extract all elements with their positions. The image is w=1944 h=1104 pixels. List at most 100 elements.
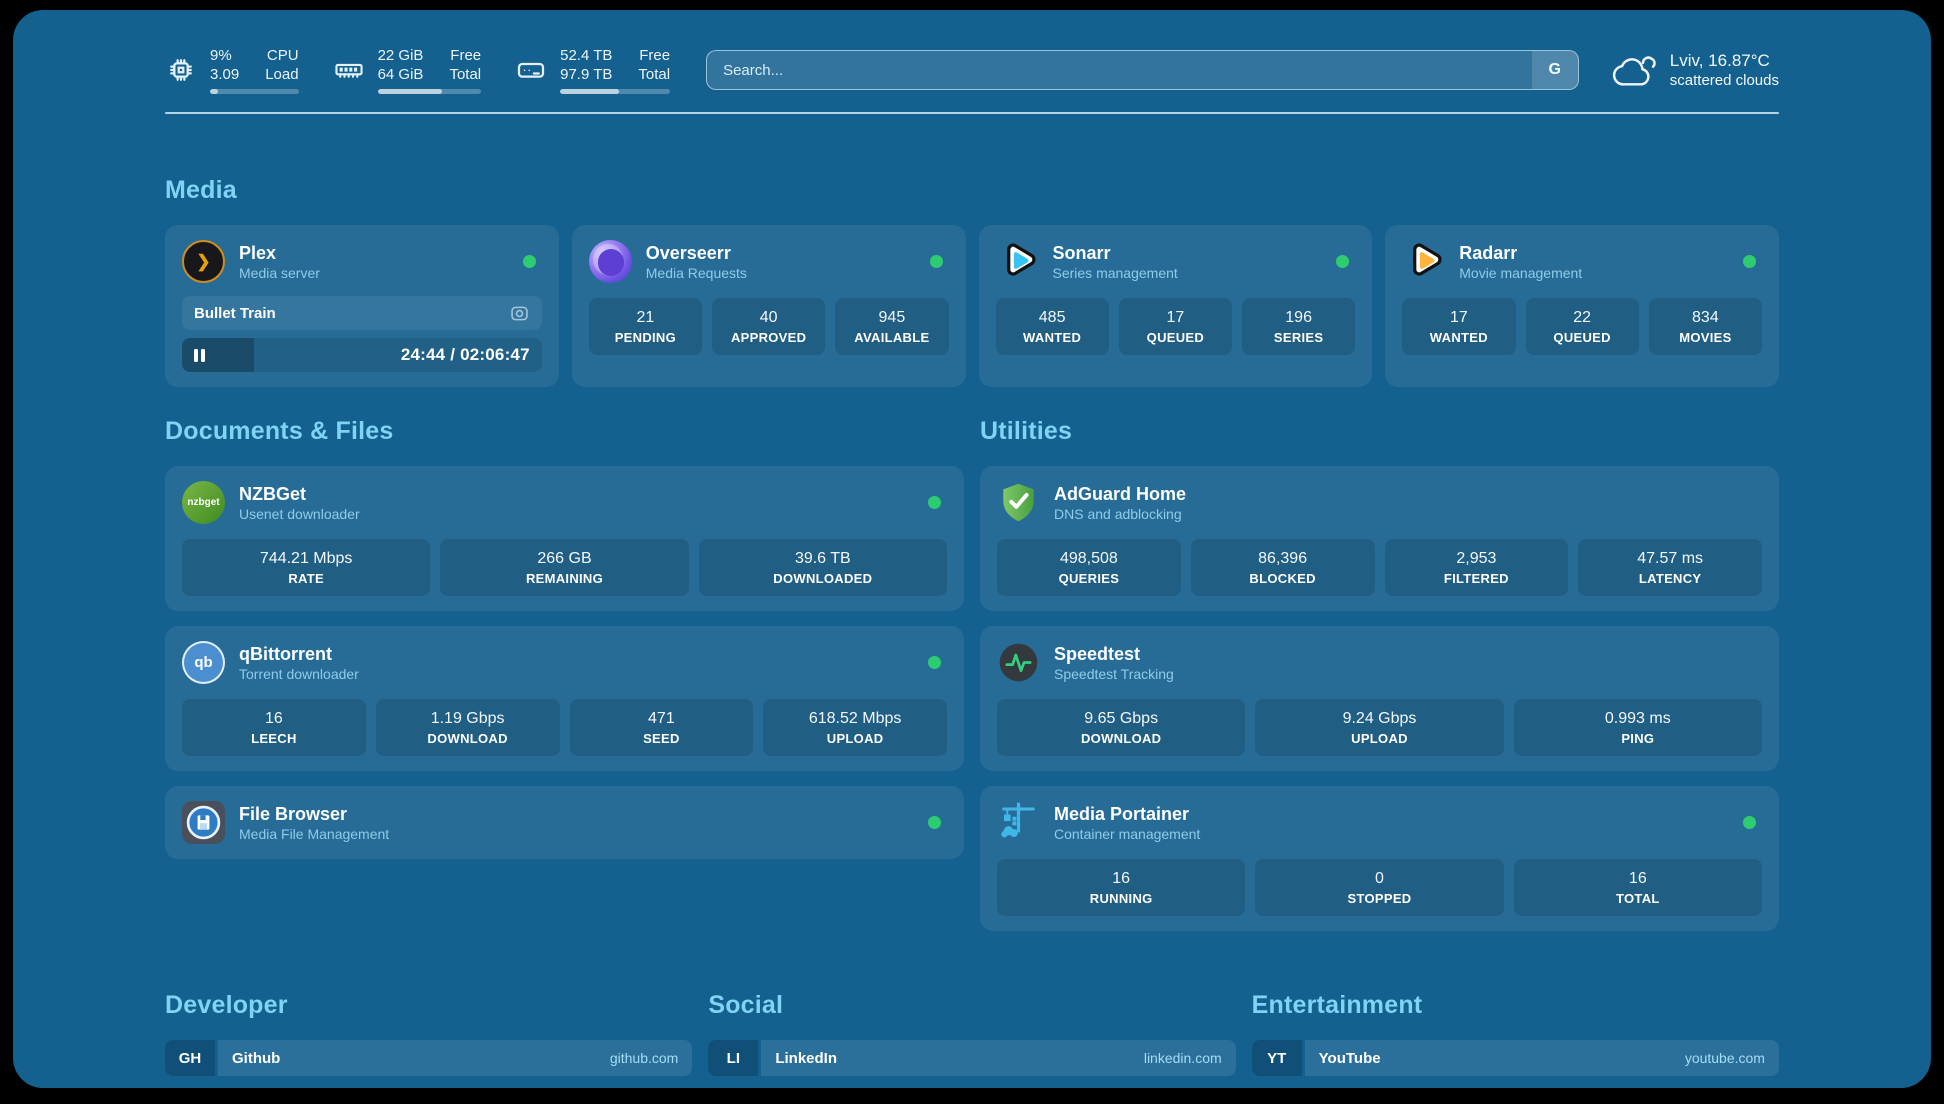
nzbget-header[interactable]: nzbget NZBGet Usenet downloader xyxy=(182,481,947,524)
stat-approved: 40 APPROVED xyxy=(712,298,826,355)
section-utilities: Utilities xyxy=(980,417,1779,931)
cpu-progress-fill xyxy=(210,89,218,94)
card-overseerr: Overseerr Media Requests 21 PENDING 40 A… xyxy=(571,225,966,387)
portainer-header[interactable]: Media Portainer Container management xyxy=(997,801,1762,844)
radarr-header[interactable]: Radarr Movie management xyxy=(1402,240,1762,283)
filebrowser-icon xyxy=(182,801,225,844)
stat-value: 17 xyxy=(1449,309,1468,326)
cpu-load-label: Load xyxy=(265,66,299,83)
sonarr-stats: 485 WANTED 17 QUEUED 196 SERIES xyxy=(995,298,1356,355)
stat-value: 498,508 xyxy=(1059,550,1118,567)
radarr-subtitle: Movie management xyxy=(1459,264,1583,281)
stat-label: WANTED xyxy=(1023,330,1082,345)
card-portainer: Media Portainer Container management 16 … xyxy=(980,786,1779,931)
card-filebrowser: File Browser Media File Management xyxy=(165,786,964,859)
plex-header[interactable]: ❯ Plex Media server xyxy=(182,240,542,283)
stat-value: 47.57 ms xyxy=(1637,550,1704,567)
search-bar: G xyxy=(706,50,1579,90)
section-documents-files: Documents & Files nzbget NZBGet Usenet d… xyxy=(165,417,964,931)
portainer-crane-icon xyxy=(997,801,1040,844)
overseerr-title: Overseerr xyxy=(645,242,731,263)
stat-label: QUEUED xyxy=(1146,330,1205,345)
stat-label: SEED xyxy=(643,731,680,746)
playback-progress-fill xyxy=(182,338,254,372)
documents-section-title: Documents & Files xyxy=(165,417,394,445)
overseerr-icon xyxy=(588,240,632,283)
nzbget-subtitle: Usenet downloader xyxy=(239,505,360,522)
memory-free-label: Free xyxy=(450,47,482,64)
stat-filtered: 2,953 FILTERED xyxy=(1384,539,1569,596)
radarr-title: Radarr xyxy=(1459,242,1518,263)
bookmark-name: YouTube xyxy=(1318,1049,1381,1067)
speedtest-title: Speedtest xyxy=(1054,643,1141,664)
section-media: Media ❯ Plex Media server xyxy=(165,176,1779,387)
pause-icon[interactable] xyxy=(194,348,205,362)
stat-queued: 17 QUEUED xyxy=(1118,298,1232,355)
card-radarr: Radarr Movie management 17 WANTED 22 QUE… xyxy=(1385,225,1779,387)
social-section-title: Social xyxy=(708,991,784,1019)
stat-series: 196 SERIES xyxy=(1242,298,1356,355)
portainer-title: Media Portainer xyxy=(1054,803,1190,824)
filebrowser-status-dot xyxy=(928,816,941,829)
disk-progress-bar xyxy=(560,89,671,94)
media-section-title: Media xyxy=(165,176,237,204)
bookmark-group-social: Social LI LinkedIn linkedin.com TW Twitt… xyxy=(708,991,1236,1088)
session-camera-icon[interactable] xyxy=(509,303,530,324)
bookmark-abbr: GH xyxy=(165,1040,215,1076)
speedtest-stats: 9.65 Gbps DOWNLOAD 9.24 Gbps UPLOAD 0.99… xyxy=(997,699,1762,756)
memory-progress-bar xyxy=(377,89,482,94)
plex-status-dot xyxy=(522,255,536,268)
adguard-shield-icon xyxy=(997,481,1040,524)
qbittorrent-header[interactable]: qb qBittorrent Torrent downloader xyxy=(182,641,947,684)
bookmark-linkedin[interactable]: LI LinkedIn linkedin.com xyxy=(708,1040,1236,1076)
speedtest-pulse-icon xyxy=(997,641,1040,684)
stat-value: 16 xyxy=(1628,870,1647,887)
stat-downloaded: 39.6 TB DOWNLOADED xyxy=(698,539,947,596)
filebrowser-header[interactable]: File Browser Media File Management xyxy=(182,801,947,844)
stat-label: DOWNLOADED xyxy=(773,571,873,586)
radarr-stats: 17 WANTED 22 QUEUED 834 MOVIES xyxy=(1402,298,1762,355)
stat-value: 86,396 xyxy=(1258,550,1308,567)
disk-stat: 52.4 TB 97.9 TB Free Total xyxy=(515,46,671,94)
stat-label: FILTERED xyxy=(1443,571,1509,586)
stat-blocked: 86,396 BLOCKED xyxy=(1190,539,1375,596)
qbittorrent-subtitle: Torrent downloader xyxy=(239,665,359,682)
stat-value: 0 xyxy=(1375,870,1384,887)
disk-total-label: Total xyxy=(638,66,671,83)
bookmark-abbr: LI xyxy=(708,1040,759,1076)
playback-time: 24:44 / 02:06:47 xyxy=(400,345,530,364)
overseerr-status-dot xyxy=(929,255,943,268)
stat-total: 16 TOTAL xyxy=(1513,859,1762,916)
stat-movies: 834 MOVIES xyxy=(1648,298,1762,355)
memory-total-label: Total xyxy=(449,66,482,83)
stat-label: QUERIES xyxy=(1058,571,1120,586)
bookmark-github[interactable]: GH Github github.com xyxy=(165,1040,693,1076)
overseerr-header[interactable]: Overseerr Media Requests xyxy=(588,240,949,283)
stat-value: 485 xyxy=(1038,309,1066,326)
search-input[interactable] xyxy=(707,51,1532,89)
bookmark-youtube[interactable]: YT YouTube youtube.com xyxy=(1251,1040,1779,1076)
stat-stopped: 0 STOPPED xyxy=(1255,859,1504,916)
cpu-progress-bar xyxy=(210,89,299,94)
card-qbittorrent: qb qBittorrent Torrent downloader 16 LEE… xyxy=(165,626,964,771)
disk-free-value: 52.4 TB xyxy=(560,47,613,64)
plex-subtitle: Media server xyxy=(239,264,320,281)
speedtest-header[interactable]: Speedtest Speedtest Tracking xyxy=(997,641,1762,684)
card-nzbget: nzbget NZBGet Usenet downloader 744.21 M… xyxy=(165,466,964,611)
disk-total-value: 97.9 TB xyxy=(560,66,613,83)
filebrowser-title: File Browser xyxy=(239,803,348,824)
disk-free-label: Free xyxy=(639,47,671,64)
stat-value: 2,953 xyxy=(1456,550,1497,567)
search-engine-button[interactable]: G xyxy=(1531,51,1578,89)
system-stats: 9% 3.09 CPU Load xyxy=(165,46,671,94)
stat-label: SERIES xyxy=(1273,330,1324,345)
sonarr-header[interactable]: Sonarr Series management xyxy=(996,240,1356,283)
adguard-header[interactable]: AdGuard Home DNS and adblocking xyxy=(997,481,1762,524)
radarr-status-dot xyxy=(1743,255,1756,268)
stat-label: MOVIES xyxy=(1679,330,1732,345)
stat-download: 9.65 Gbps DOWNLOAD xyxy=(997,699,1246,756)
portainer-status-dot xyxy=(1743,816,1756,829)
stat-value: 9.24 Gbps xyxy=(1342,710,1417,727)
weather-widget: Lviv, 16.87°C scattered clouds xyxy=(1611,49,1779,91)
stat-value: 40 xyxy=(759,309,778,326)
